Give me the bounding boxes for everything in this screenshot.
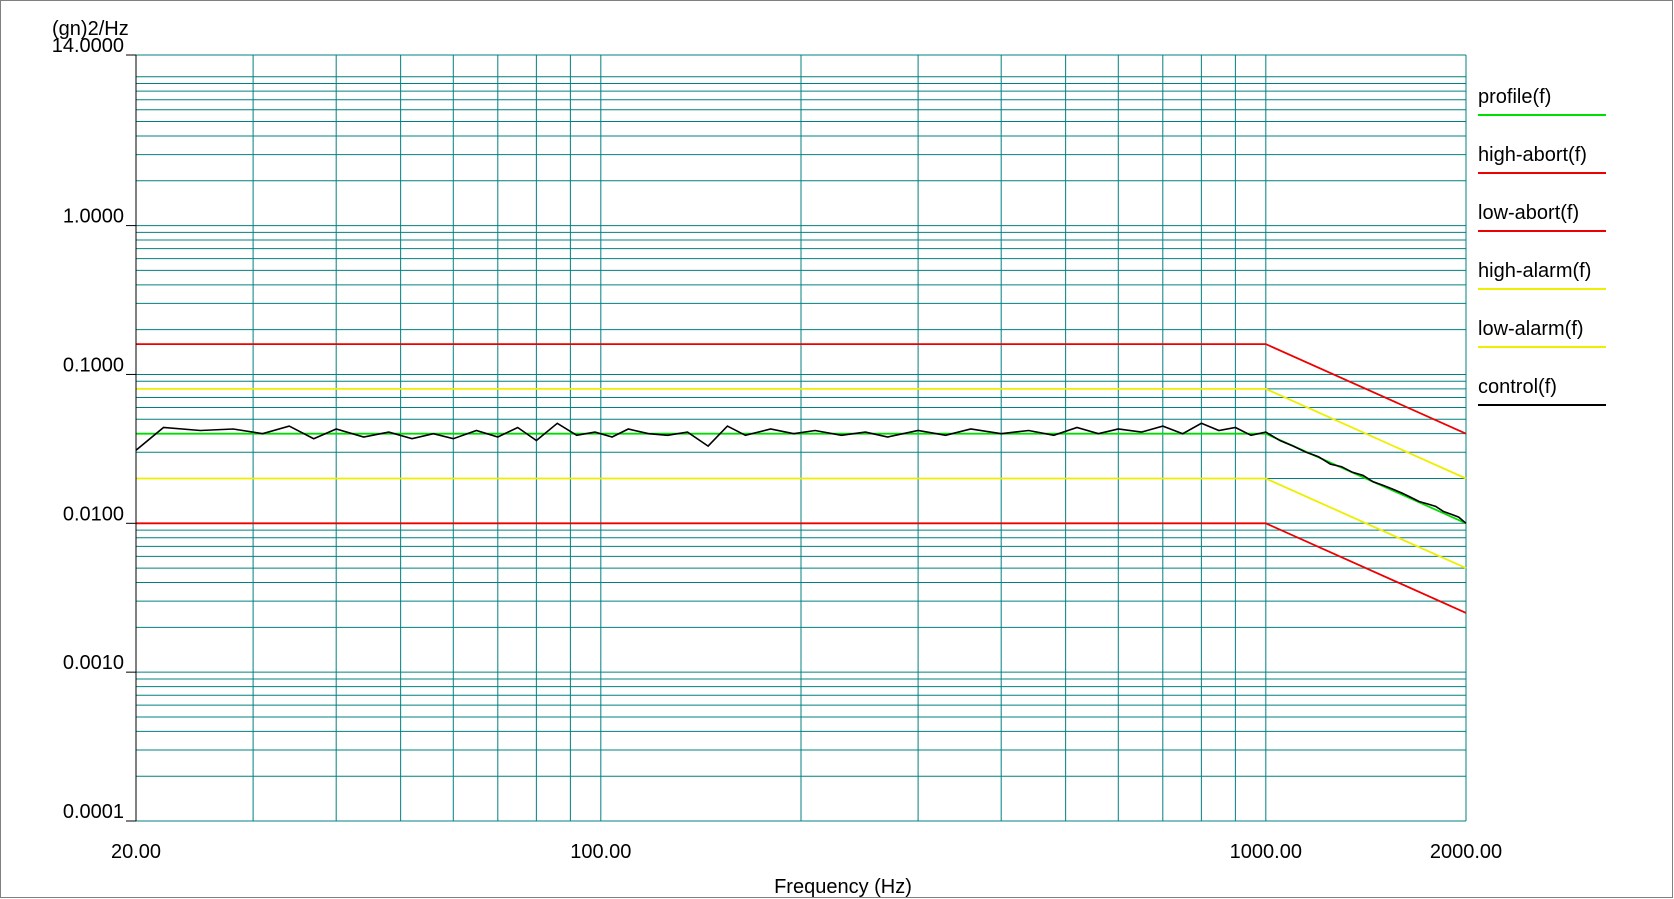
legend-label: high-abort(f) xyxy=(1478,144,1587,166)
y-tick-label: 0.0010 xyxy=(63,652,124,674)
legend-label: profile(f) xyxy=(1478,86,1551,108)
legend-label: high-alarm(f) xyxy=(1478,260,1591,282)
legend: profile(f) high-abort(f) low-abort(f) high-… xyxy=(1478,86,1606,406)
y-axis-label: (gn)2/Hz xyxy=(52,18,129,40)
legend-label: low-abort(f) xyxy=(1478,202,1579,224)
axes: 14.0000 1.0000 0.1000 0.0100 0.0010 0.0001 20.… xyxy=(52,35,1502,863)
y-tick-label: 0.0001 xyxy=(63,801,124,823)
legend-label: control(f) xyxy=(1478,376,1557,398)
x-tick-label: 2000.00 xyxy=(1430,841,1502,863)
legend-label: low-alarm(f) xyxy=(1478,318,1584,340)
series-profilef-line xyxy=(136,432,1467,525)
x-tick-label: 1000.00 xyxy=(1230,841,1302,863)
series-lines xyxy=(135,343,1467,614)
y-tick-label: 0.1000 xyxy=(63,354,124,376)
y-tick-label: 1.0000 xyxy=(63,206,124,228)
x-axis-label: Frequency (Hz) xyxy=(774,876,912,898)
series-high-alarmf-line xyxy=(136,387,1467,480)
series-low-abortf-line xyxy=(136,522,1467,614)
y-tick-label: 0.0100 xyxy=(63,503,124,525)
y-tick-label: 14.0000 xyxy=(52,35,124,57)
series-high-abortf-line xyxy=(136,343,1467,435)
x-tick-label: 100.00 xyxy=(570,841,631,863)
series-controlf-line xyxy=(135,422,1467,524)
series-low-alarmf-line xyxy=(136,477,1467,569)
x-tick-label: 20.00 xyxy=(111,841,161,863)
grid-lines xyxy=(136,54,1467,822)
